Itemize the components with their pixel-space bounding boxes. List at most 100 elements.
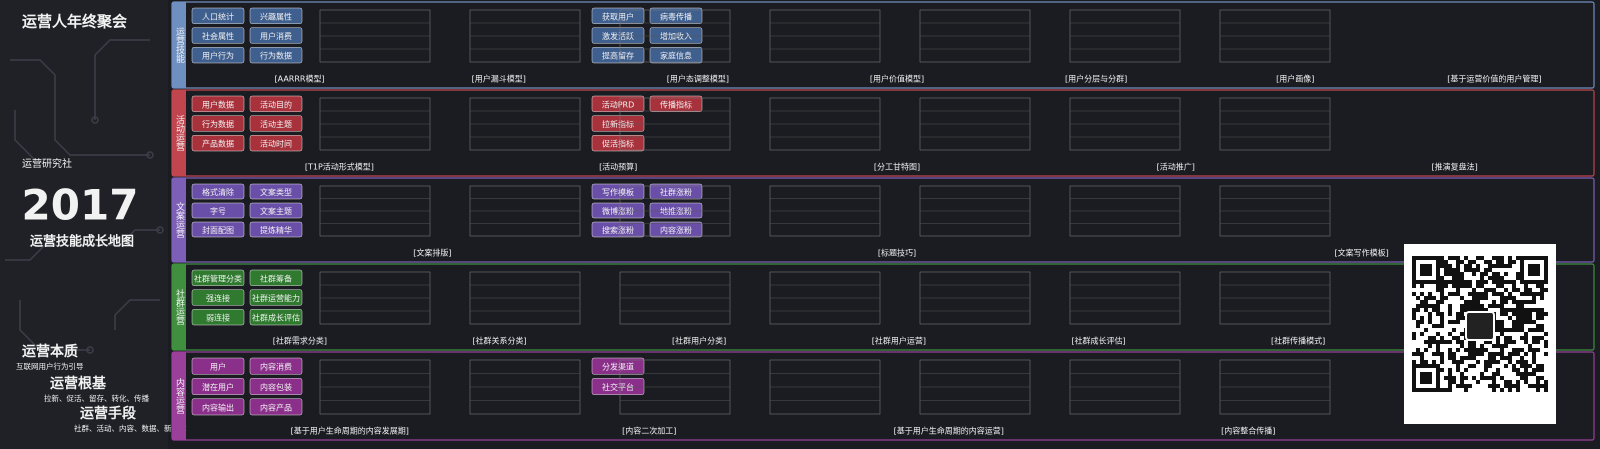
qr-module — [1524, 292, 1528, 296]
qr-module — [1500, 296, 1504, 300]
band-label-strip — [172, 352, 186, 440]
qr-module — [1432, 336, 1436, 340]
qr-module — [1420, 300, 1424, 304]
qr-module — [1468, 284, 1472, 288]
qr-module — [1492, 292, 1496, 296]
qr-module — [1480, 376, 1484, 380]
qr-module — [1444, 376, 1448, 380]
section-caption: [AARRR模型] — [275, 74, 325, 84]
skill-box — [191, 269, 245, 286]
qr-module — [1456, 368, 1460, 372]
skill-box-label: 社群管理分类 — [194, 273, 242, 283]
qr-module — [1468, 308, 1472, 312]
qr-module — [1500, 284, 1504, 288]
qr-module — [1484, 260, 1488, 264]
skill-box-label: 促活指标 — [602, 139, 634, 149]
qr-module — [1480, 276, 1484, 280]
qr-module — [1476, 296, 1480, 300]
qr-module — [1508, 352, 1512, 356]
qr-module — [1496, 260, 1500, 264]
qr-module — [1516, 288, 1520, 292]
qr-module — [1452, 352, 1456, 356]
qr-module — [1524, 364, 1528, 368]
qr-module — [1528, 288, 1532, 292]
qr-module — [1536, 308, 1540, 312]
left-panel — [0, 0, 168, 449]
qr-module — [1412, 360, 1416, 364]
section-caption: [用户价值模型] — [870, 74, 924, 84]
skill-box — [191, 183, 245, 200]
qr-module — [1544, 332, 1548, 336]
qr-module — [1504, 280, 1508, 284]
qr-module — [1508, 336, 1512, 340]
skill-box — [191, 47, 245, 64]
qr-module — [1520, 336, 1524, 340]
qr-module — [1500, 276, 1504, 280]
qr-module — [1460, 372, 1464, 376]
qr-module — [1468, 280, 1472, 284]
skill-box-label: 用户消费 — [260, 31, 292, 41]
qr-module — [1428, 296, 1432, 300]
skill-box — [191, 7, 245, 24]
qr-module — [1412, 316, 1416, 320]
qr-module — [1536, 340, 1540, 344]
qr-module — [1528, 348, 1532, 352]
qr-module — [1488, 384, 1492, 388]
skill-box — [591, 27, 645, 44]
qr-module — [1464, 356, 1468, 360]
qr-module — [1496, 292, 1500, 296]
skill-box — [249, 47, 303, 64]
qr-module — [1524, 360, 1528, 364]
skill-box — [249, 115, 303, 132]
skill-box — [249, 202, 303, 219]
qr-module — [1532, 308, 1536, 312]
qr-module — [1520, 304, 1524, 308]
band-label-strip — [172, 264, 186, 350]
qr-module — [1492, 372, 1496, 376]
qr-module — [1424, 304, 1428, 308]
qr-module — [1436, 288, 1440, 292]
qr-module — [1488, 288, 1492, 292]
qr-module — [1428, 304, 1432, 308]
skill-box-label: 提高留存 — [602, 51, 634, 61]
qr-module — [1540, 368, 1544, 372]
qr-module — [1488, 304, 1492, 308]
qr-module — [1472, 308, 1476, 312]
qr-module — [1500, 304, 1504, 308]
qr-module — [1452, 356, 1456, 360]
qr-module — [1540, 296, 1544, 300]
qr-module — [1512, 368, 1516, 372]
qr-module — [1496, 304, 1500, 308]
qr-module — [1472, 376, 1476, 380]
qr-module — [1424, 300, 1428, 304]
skill-box — [591, 378, 645, 395]
qr-module — [1448, 308, 1452, 312]
qr-module — [1484, 348, 1488, 352]
skill-box — [249, 309, 303, 326]
skill-box-label: 内容产品 — [260, 402, 292, 412]
qr-module — [1508, 384, 1512, 388]
qr-module — [1448, 268, 1452, 272]
qr-module — [1536, 384, 1540, 388]
qr-module — [1472, 268, 1476, 272]
skill-box — [249, 357, 303, 375]
qr-module — [1440, 360, 1444, 364]
skill-box-label: 用户 — [210, 362, 226, 372]
qr-module — [1544, 380, 1548, 384]
qr-module — [1460, 284, 1464, 288]
section-caption: [社群关系分类] — [472, 336, 526, 346]
qr-module — [1500, 308, 1504, 312]
qr-module — [1520, 308, 1524, 312]
qr-module — [1524, 352, 1528, 356]
skill-box-label: 活动PRD — [602, 99, 635, 109]
qr-module — [1456, 288, 1460, 292]
subtitle: 运营技能成长地图 — [30, 234, 134, 250]
qr-module — [1512, 288, 1516, 292]
qr-module — [1448, 256, 1452, 260]
qr-module — [1544, 352, 1548, 356]
skill-box — [591, 202, 645, 219]
qr-module — [1460, 340, 1464, 344]
tagline-detail: 互联网用户行为引导 — [16, 361, 84, 371]
qr-module — [1456, 316, 1460, 320]
qr-module — [1456, 348, 1460, 352]
